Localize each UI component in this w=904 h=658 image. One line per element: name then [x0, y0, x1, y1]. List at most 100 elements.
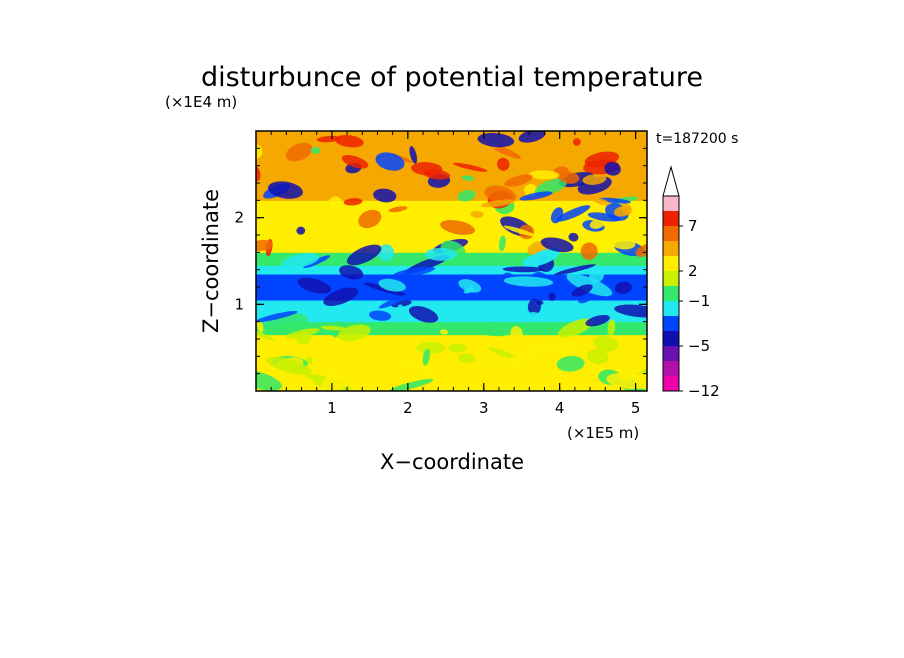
colorbar-segment — [663, 196, 679, 212]
field-cell — [473, 344, 485, 354]
field-cell — [375, 152, 405, 171]
field-cell — [397, 304, 404, 314]
field-cell — [573, 138, 581, 146]
field-cell — [606, 372, 647, 390]
colorbar-segment — [663, 331, 679, 347]
colorbar-segment — [663, 286, 679, 302]
field-cell — [369, 310, 392, 321]
field-cell — [256, 326, 275, 341]
field-cell — [470, 210, 484, 218]
field-cell — [465, 325, 508, 337]
colorbar-frame — [662, 195, 680, 392]
colorbar: 7 2 −1 −5 −12 — [662, 165, 720, 400]
field-cell — [554, 264, 596, 276]
colorbar-label: −5 — [688, 337, 710, 355]
field-cell — [550, 339, 589, 354]
field-cell — [305, 364, 340, 377]
field-cell — [568, 232, 579, 242]
field-cell — [296, 226, 306, 235]
field-cell — [266, 356, 312, 375]
field-cell — [297, 277, 331, 294]
field-cell — [341, 155, 369, 169]
field-cell — [593, 335, 619, 352]
field-cell — [452, 162, 488, 172]
y-tick-label: 2 — [234, 209, 244, 227]
field-cell — [571, 284, 593, 297]
colorbar-label: 2 — [688, 262, 698, 280]
field-cell — [448, 343, 467, 353]
field-cell — [497, 157, 510, 171]
field-band-3 — [256, 300, 647, 323]
field-cell — [373, 188, 397, 203]
field-cell — [585, 314, 610, 327]
field-cell — [498, 235, 506, 252]
field-cell — [458, 353, 475, 364]
field-cell — [281, 253, 320, 269]
field-cell — [480, 199, 515, 208]
field-cell — [328, 196, 343, 210]
x-axis-label: X−coordinate — [380, 450, 524, 474]
field-cell — [503, 276, 554, 287]
plot-area — [256, 131, 647, 391]
field-cell — [522, 250, 558, 267]
field-cell — [613, 205, 632, 217]
x-tick-label: 4 — [555, 399, 565, 417]
field-cell — [416, 341, 446, 354]
x-tick-label: 3 — [479, 399, 489, 417]
field-cell — [425, 247, 458, 261]
field-cell — [519, 191, 553, 201]
field-cell — [403, 274, 420, 291]
field-cell — [635, 243, 647, 257]
field-cell — [477, 132, 515, 148]
field-cell — [303, 255, 331, 269]
field-cell — [320, 325, 346, 331]
field-cell — [607, 319, 616, 336]
field-cell — [503, 225, 536, 237]
field-cell — [540, 237, 574, 253]
y-tick-label: 1 — [234, 295, 244, 313]
field-cell — [635, 366, 647, 376]
field-cell — [589, 269, 604, 283]
field-cell — [265, 352, 276, 359]
x-tick-label: 5 — [631, 399, 641, 417]
field-cell — [559, 171, 580, 184]
field-cell — [587, 212, 621, 222]
field-cell — [520, 312, 540, 323]
field-cell — [461, 175, 475, 181]
field-cell — [256, 320, 264, 333]
field-cell — [321, 373, 349, 391]
field-cell — [457, 189, 476, 202]
field-cell — [285, 328, 320, 339]
field-cell — [378, 294, 411, 309]
field-cell — [586, 349, 609, 365]
field-cell — [339, 265, 364, 280]
colorbar-segment — [663, 376, 679, 392]
field-cell — [458, 279, 482, 293]
field-cell — [346, 244, 382, 266]
field-cell — [507, 356, 522, 373]
plot-frame — [255, 130, 648, 392]
field-cell — [598, 197, 631, 204]
field-cell — [378, 278, 406, 292]
field-cell — [422, 348, 431, 366]
field-cell — [310, 146, 321, 154]
field-cell — [323, 287, 359, 306]
colorbar-segment — [663, 226, 679, 242]
field-cell — [394, 358, 441, 377]
field-cell — [281, 276, 292, 295]
colorbar-segment — [663, 271, 679, 287]
colorbar-segment — [663, 211, 679, 227]
chart-title: disturbunce of potential temperature — [201, 62, 703, 93]
field-cell — [550, 207, 564, 224]
y-unit-label: (×1E4 m) — [165, 93, 237, 111]
field-cell — [440, 329, 449, 335]
field-cell — [392, 266, 435, 278]
field-cell — [335, 134, 364, 148]
field-cell — [510, 326, 523, 341]
x-tick-label: 2 — [403, 399, 413, 417]
field-cell — [316, 135, 341, 143]
field-cell — [256, 310, 298, 323]
field-cell — [423, 169, 451, 180]
